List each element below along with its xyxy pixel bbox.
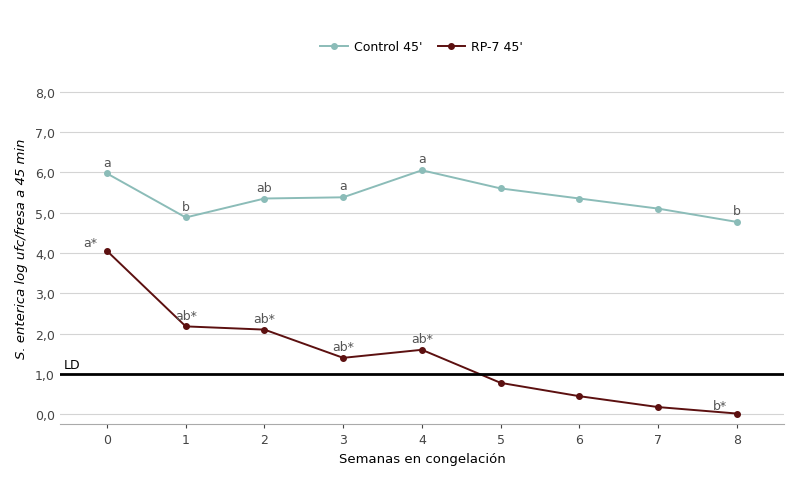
Control 45' [496,186,506,192]
RP-7 45' [102,249,112,254]
Text: LD: LD [64,358,81,371]
X-axis label: Semanas en congelación: Semanas en congelación [339,452,505,465]
Line: Control 45': Control 45' [104,168,740,225]
Legend: Control 45', RP-7 45': Control 45', RP-7 45' [316,36,528,59]
Text: b*: b* [714,399,727,412]
Text: ab*: ab* [175,309,197,322]
Text: ab*: ab* [411,332,433,345]
Text: a*: a* [84,237,97,250]
RP-7 45' [496,380,506,386]
RP-7 45' [260,327,269,333]
Control 45' [654,206,663,212]
Control 45' [181,215,190,221]
RP-7 45' [417,347,427,353]
Text: ab*: ab* [253,312,276,325]
Text: a: a [418,153,426,166]
Text: a: a [103,156,111,169]
Control 45' [102,171,112,177]
RP-7 45' [654,404,663,410]
RP-7 45' [339,355,348,361]
Text: ab: ab [256,181,272,194]
Control 45' [574,196,584,202]
Control 45' [339,195,348,201]
Control 45' [260,196,269,202]
RP-7 45' [181,324,190,330]
Text: ab*: ab* [332,340,354,353]
Control 45' [732,219,741,225]
RP-7 45' [732,411,741,417]
Control 45' [417,168,427,174]
Text: a: a [340,180,347,193]
RP-7 45' [574,394,584,399]
Line: RP-7 45': RP-7 45' [104,249,740,417]
Text: b: b [182,200,189,213]
Text: b: b [733,204,741,217]
Y-axis label: S. enterica log ufc/fresa a 45 min: S. enterica log ufc/fresa a 45 min [15,138,28,359]
